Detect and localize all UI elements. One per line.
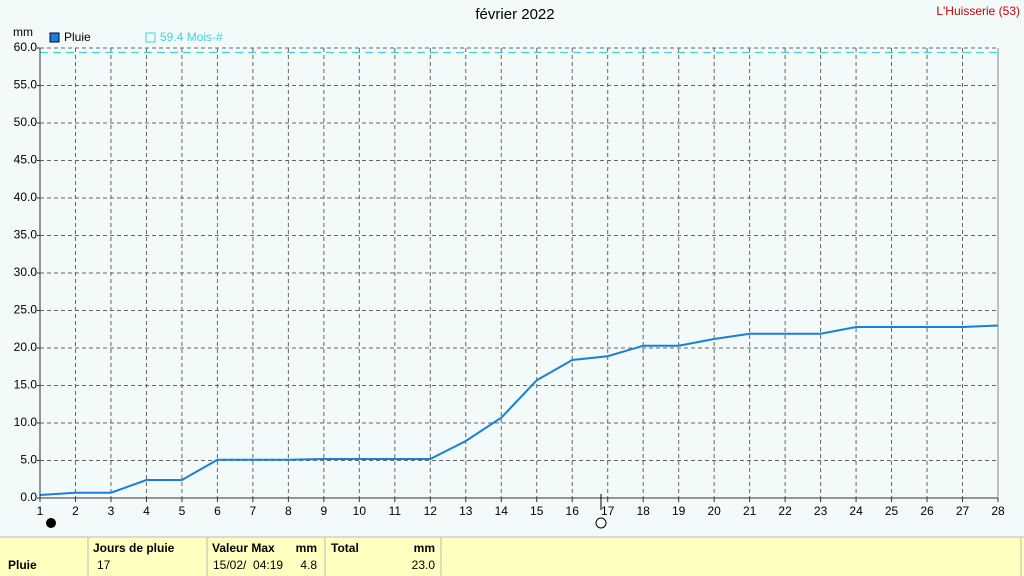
table-cell: 17 (97, 558, 111, 572)
x-tick-label: 24 (849, 504, 863, 518)
x-tick-label: 25 (885, 504, 899, 518)
y-tick-label: 15.0 (14, 378, 38, 392)
table-header: mm (414, 541, 435, 555)
x-tick-label: 16 (566, 504, 580, 518)
table-cell: 23.0 (412, 558, 436, 572)
x-tick-label: 17 (601, 504, 615, 518)
x-tick-label: 15 (530, 504, 544, 518)
x-tick-label: 19 (672, 504, 686, 518)
x-tick-label: 21 (743, 504, 757, 518)
x-tick-label: 5 (179, 504, 186, 518)
table-header: Valeur Max (212, 541, 275, 555)
y-tick-label: 35.0 (14, 228, 38, 242)
x-tick-label: 4 (143, 504, 150, 518)
x-tick-label: 2 (72, 504, 79, 518)
table-header: Total (331, 541, 359, 555)
table-cell: 15/02/ 04:19 (213, 558, 283, 572)
x-tick-label: 1 (37, 504, 44, 518)
table-lines (0, 536, 1024, 576)
moon-icon (595, 517, 607, 529)
x-tick-label: 22 (778, 504, 792, 518)
chart-title: février 2022 (475, 6, 554, 23)
x-tick-label: 26 (920, 504, 934, 518)
x-tick-label: 12 (424, 504, 438, 518)
y-tick-label: 5.0 (20, 453, 37, 467)
x-tick-label: 20 (707, 504, 721, 518)
x-tick-label: 7 (250, 504, 257, 518)
x-tick-label: 23 (814, 504, 828, 518)
legend-label: Pluie (64, 30, 91, 44)
y-tick-label: 45.0 (14, 153, 38, 167)
plot (37, 47, 999, 502)
table-row-label: Pluie (8, 558, 37, 572)
y-tick-label: 55.0 (14, 78, 38, 92)
y-tick-label: 20.0 (14, 340, 38, 354)
x-tick-label: 28 (991, 504, 1005, 518)
station-label: L'Huisserie (53) (936, 4, 1020, 18)
y-tick-label: 0.0 (20, 490, 37, 504)
moon-icon (46, 518, 56, 528)
x-tick-label: 13 (459, 504, 473, 518)
x-tick-label: 14 (495, 504, 509, 518)
table-cell: 4.8 (300, 558, 317, 572)
legend-label: 59.4 Mois-# (160, 30, 223, 44)
x-tick-label: 3 (108, 504, 115, 518)
x-tick-label: 27 (956, 504, 970, 518)
x-tick-label: 18 (637, 504, 651, 518)
x-tick-label: 6 (214, 504, 221, 518)
table-background (0, 537, 1024, 576)
y-tick-label: 60.0 (14, 40, 38, 54)
x-tick-label: 11 (389, 504, 402, 518)
legend-swatch (49, 32, 60, 43)
y-tick-label: 50.0 (14, 115, 38, 129)
y-tick-label: 30.0 (14, 265, 38, 279)
y-tick-label: 40.0 (14, 190, 38, 204)
y-tick-label: 25.0 (14, 303, 38, 317)
table-header: Jours de pluie (93, 541, 175, 555)
legend-swatch (145, 32, 156, 43)
x-tick-label: 9 (321, 504, 328, 518)
x-tick-label: 10 (353, 504, 367, 518)
y-axis-label: mm (13, 25, 33, 39)
table-header: mm (296, 541, 317, 555)
series-line (39, 324, 999, 496)
y-tick-label: 10.0 (14, 415, 38, 429)
x-tick-label: 8 (285, 504, 292, 518)
